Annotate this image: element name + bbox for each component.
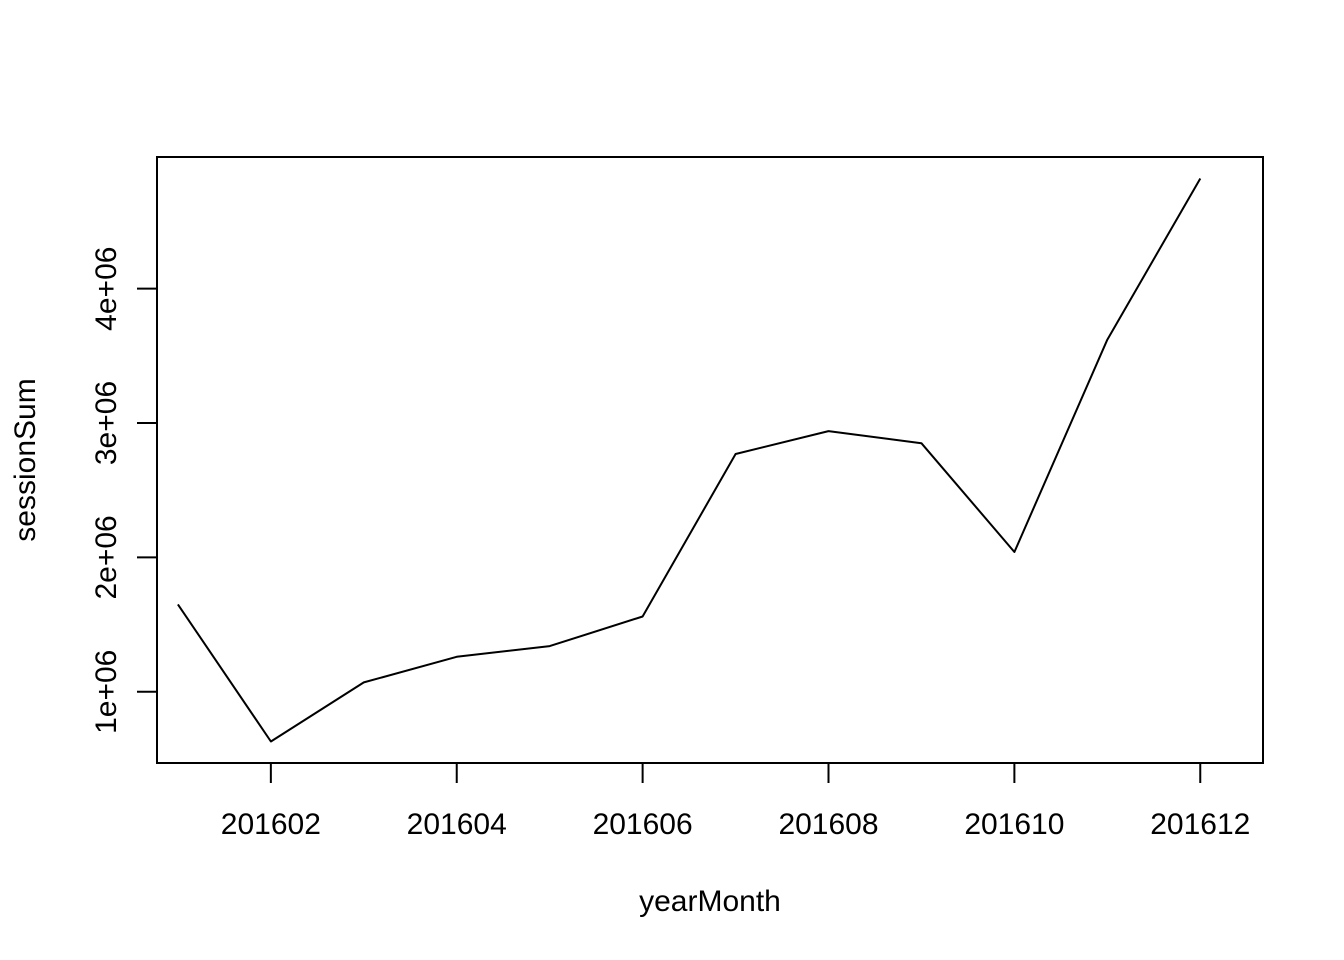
data-marks [177, 178, 1202, 743]
y-tick-label: 3e+06 [90, 381, 123, 465]
y-axis-label: sessionSum [9, 378, 42, 541]
x-tick-label: 201604 [407, 808, 507, 841]
x-tick-label: 201610 [964, 808, 1064, 841]
x-tick-label: 201612 [1150, 808, 1250, 841]
series-line-0 [177, 178, 1202, 743]
x-tick-label: 201606 [593, 808, 693, 841]
y-tick-label: 2e+06 [90, 515, 123, 599]
x-axis-label: yearMonth [639, 885, 781, 918]
y-axis: 1e+06 2e+06 3e+06 4e+06 [90, 247, 157, 734]
plot-frame [156, 156, 1264, 764]
x-tick-label: 201602 [221, 808, 321, 841]
y-tick-label: 4e+06 [90, 247, 123, 331]
x-tick-label: 201608 [778, 808, 878, 841]
y-tick-label: 1e+06 [90, 650, 123, 734]
x-axis: 201602 201604 201606 201608 201610 201612 [221, 763, 1250, 841]
